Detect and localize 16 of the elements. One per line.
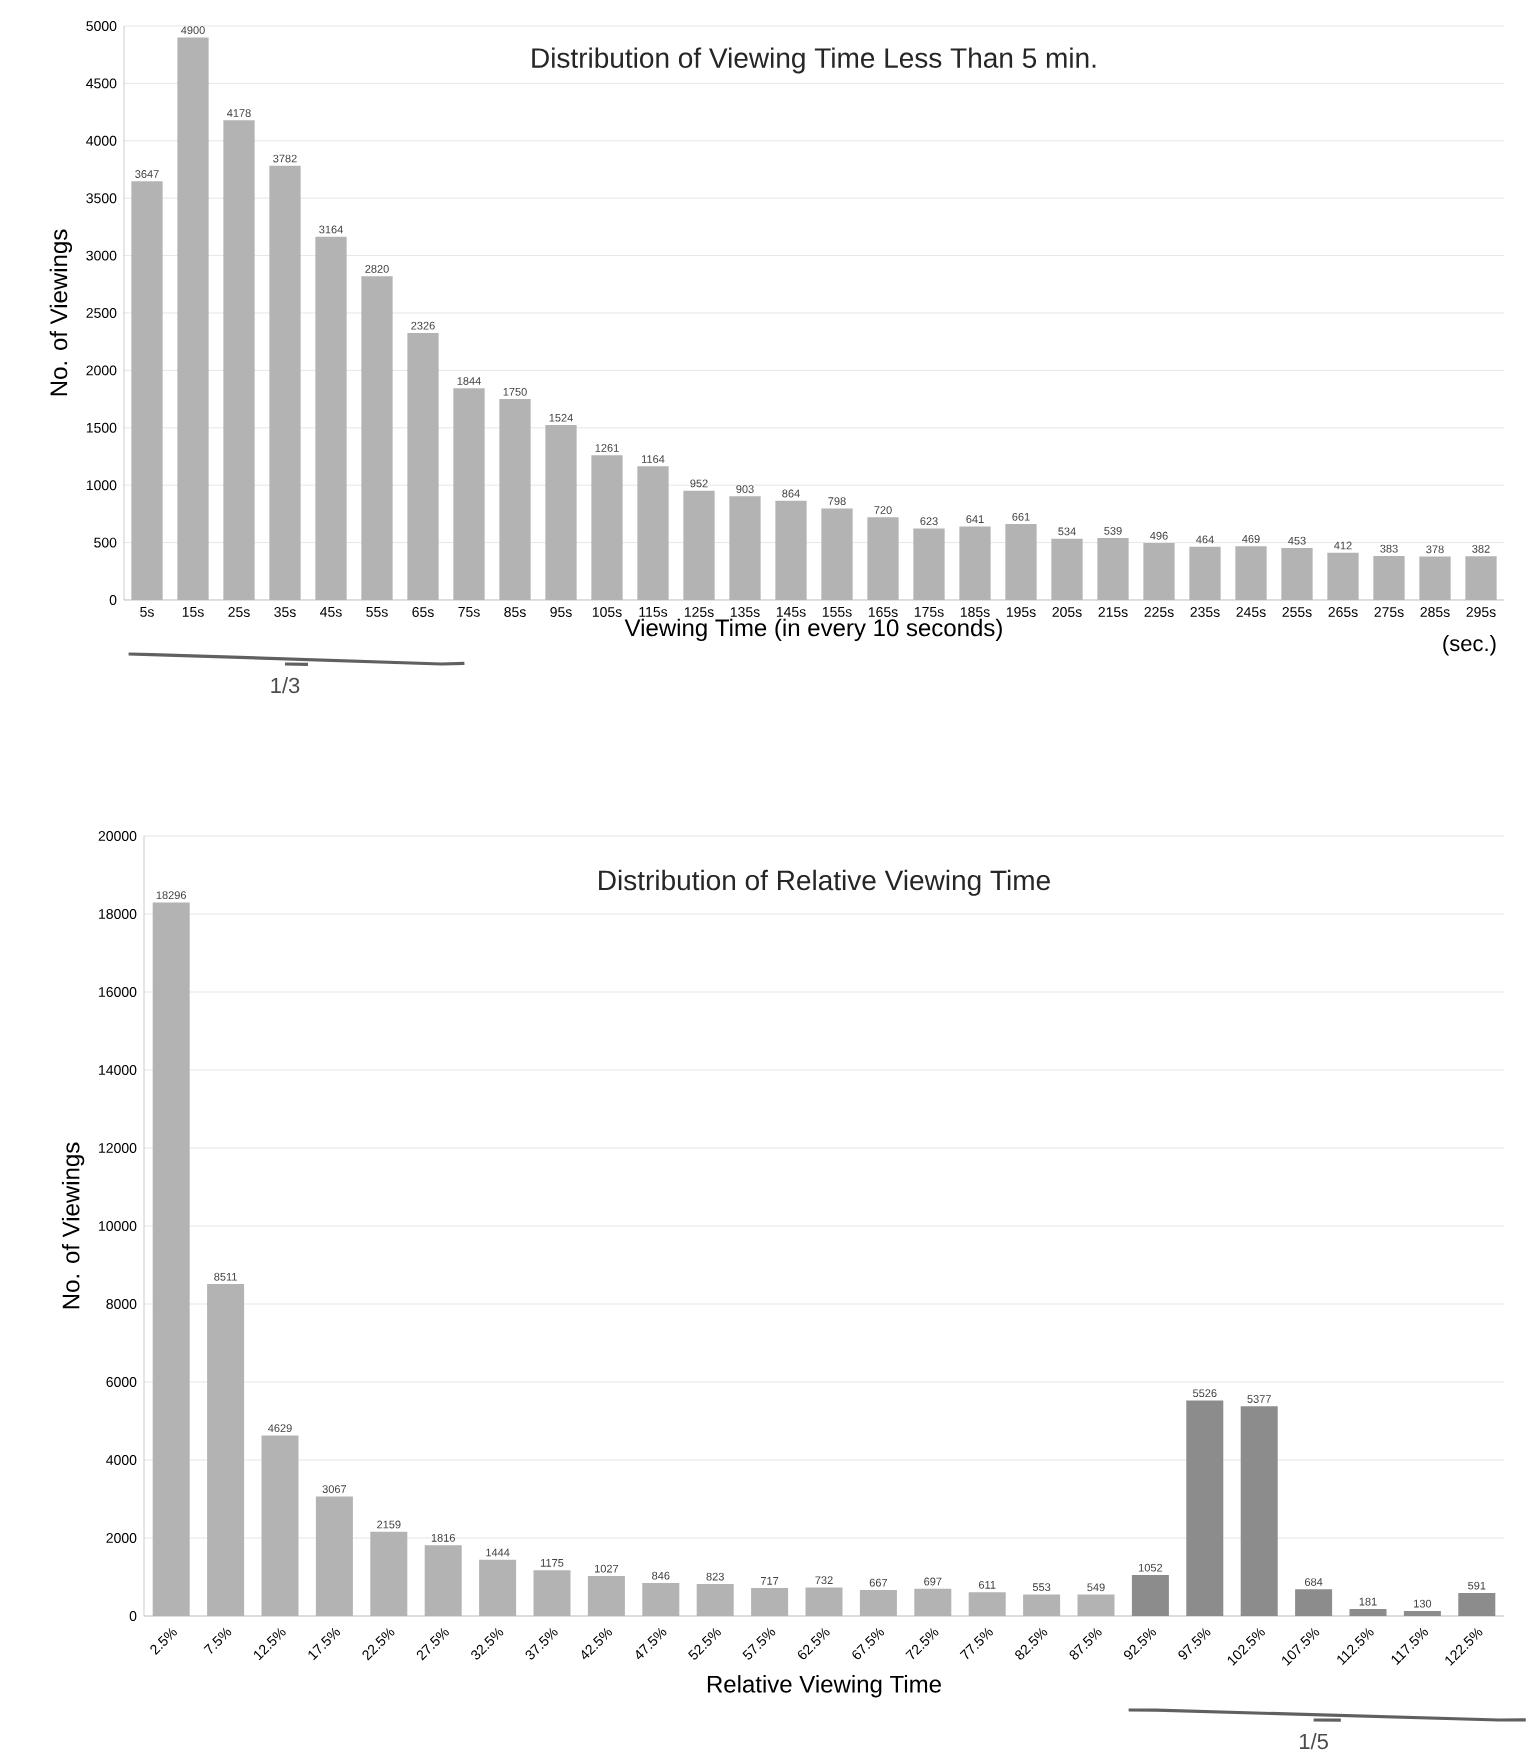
bar [1349, 1608, 1387, 1616]
bar [1295, 1589, 1333, 1616]
x-axis-title: Viewing Time (in every 10 seconds) [624, 618, 1002, 642]
x-axis-title: Relative Viewing Time [707, 1675, 941, 1698]
text: Distribution of Viewing Time Less Than 5 min. [532, 47, 1096, 74]
bar [1458, 1592, 1496, 1616]
bar [1240, 1406, 1278, 1616]
bar [1131, 1574, 1169, 1616]
text: 1/5 [1299, 1733, 1328, 1750]
bar [1186, 1400, 1224, 1616]
bar [1403, 1610, 1441, 1616]
y-axis-title: No. of Viewings [49, 229, 73, 396]
text: Distribution of Relative Viewing Time [599, 869, 1050, 896]
y-axis-title: No. of Viewings [61, 1142, 85, 1309]
text: (sec.) [1443, 635, 1496, 656]
text: 1/3 [271, 677, 300, 694]
